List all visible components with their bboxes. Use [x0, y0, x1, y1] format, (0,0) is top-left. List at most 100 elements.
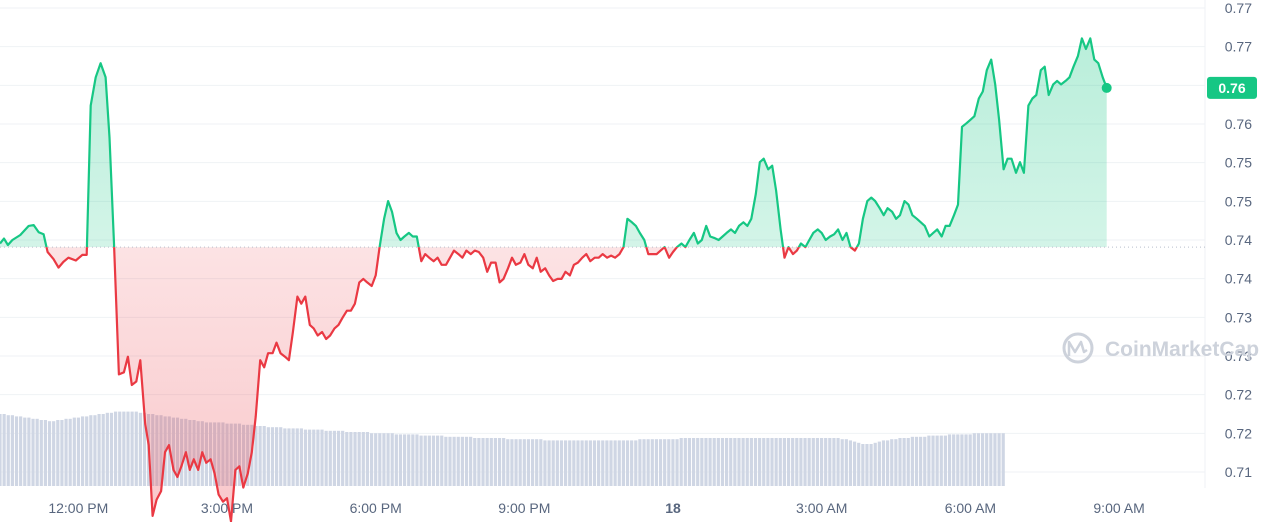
y-tick-label: 0.75	[1225, 193, 1252, 209]
volume-bar	[630, 440, 634, 486]
current-price-label: 0.76	[1218, 80, 1245, 96]
volume-bar	[345, 432, 349, 486]
volume-bar	[390, 433, 394, 486]
volume-bar	[291, 428, 295, 486]
x-tick-label: 18	[665, 500, 681, 516]
area-below-baseline	[0, 247, 1107, 522]
price-line-down	[45, 247, 859, 522]
volume-bar	[704, 438, 708, 486]
volume-bar	[716, 438, 720, 486]
volume-bar	[939, 435, 943, 486]
x-tick-label: 3:00 PM	[201, 500, 253, 516]
volume-bar	[328, 430, 332, 486]
volume-bar	[663, 439, 667, 486]
volume-bar	[836, 438, 840, 486]
volume-bar	[786, 438, 791, 486]
volume-bar	[712, 438, 716, 486]
volume-bar	[518, 439, 522, 486]
volume-bar	[460, 436, 464, 486]
y-tick-label: 0.73	[1225, 309, 1252, 325]
volume-bar	[270, 427, 275, 486]
volume-bar	[770, 438, 774, 486]
volume-bar	[972, 433, 976, 486]
volume-bar	[522, 439, 526, 486]
volume-bar	[266, 427, 270, 486]
volume-bar	[852, 441, 857, 486]
volume-bar	[312, 429, 316, 486]
volume-bar	[43, 420, 48, 486]
volume-bar	[31, 418, 35, 486]
volume-bar	[477, 438, 481, 486]
volume-bar	[374, 433, 378, 486]
volume-bar	[456, 436, 460, 486]
volume-bar	[762, 438, 766, 486]
volume-bar	[320, 429, 324, 486]
volume-bar	[989, 433, 993, 486]
volume-bar	[737, 438, 741, 486]
coinmarketcap-logo-mark	[1067, 340, 1088, 356]
volume-bar	[960, 434, 964, 486]
volume-bar	[316, 429, 320, 486]
coinmarketcap-logo-icon	[1062, 332, 1094, 364]
current-price-badge	[1207, 76, 1257, 99]
volume-bar	[386, 433, 390, 486]
volume-bar	[638, 439, 642, 486]
volume-bar	[778, 438, 782, 486]
volume-bar	[650, 439, 654, 486]
volume-bar	[2, 414, 6, 486]
volume-bar	[774, 438, 778, 486]
volume-bar	[943, 435, 948, 486]
volume-bar	[997, 433, 1001, 486]
volume-bar	[572, 440, 576, 486]
volume-bar	[299, 428, 303, 486]
volume-bar	[588, 440, 592, 486]
volume-bar	[378, 433, 382, 486]
volume-bar	[130, 411, 134, 486]
price-line-up	[0, 37, 1108, 248]
volume-bar	[799, 438, 803, 486]
volume-bar	[23, 417, 27, 486]
volume-bar	[109, 412, 114, 486]
volume-bar	[696, 438, 700, 486]
volume-bar	[113, 411, 118, 486]
volume-bar	[592, 440, 597, 486]
volume-bar	[733, 438, 737, 486]
volume-bar	[782, 438, 786, 486]
y-axis: 0.71 0.72 0.72 0.73 0.73 0.74 0.74 0.75 0.75 0.76…	[1225, 0, 1252, 480]
volume-bar	[791, 438, 795, 486]
volume-bar	[906, 438, 910, 486]
x-tick-label: 12:00 PM	[48, 500, 108, 516]
volume-bar	[828, 438, 832, 486]
y-tick-label: 0.76	[1225, 116, 1252, 132]
volume-bar	[902, 438, 906, 486]
volume-bar	[725, 438, 729, 486]
volume-bar	[873, 442, 877, 486]
volume-bar	[514, 439, 518, 486]
volume-bar	[349, 432, 353, 486]
volume-bar	[407, 434, 411, 486]
volume-bar	[539, 439, 543, 486]
volume-bar	[890, 439, 894, 486]
volume-bar	[923, 436, 927, 486]
volume-bar	[341, 430, 345, 486]
y-tick-label: 0.75	[1225, 155, 1252, 171]
volume-bar	[547, 440, 551, 486]
volume-bar	[613, 440, 617, 486]
volume-bar	[877, 441, 881, 486]
volume-bar	[411, 434, 415, 486]
volume-bar	[398, 434, 403, 486]
volume-bar	[440, 435, 444, 486]
volume-bar	[832, 438, 836, 486]
volume-bar	[97, 414, 101, 486]
volume-bar	[452, 436, 456, 486]
volume-bar	[700, 438, 704, 486]
volume-bar	[415, 434, 419, 486]
volume-bar	[646, 439, 650, 486]
volume-bar	[295, 428, 299, 486]
volume-bar	[14, 416, 19, 486]
volume-bar	[824, 438, 828, 486]
volume-bar	[126, 411, 130, 486]
watermark-text: CoinMarketCap	[1105, 338, 1259, 361]
volume-bar	[56, 420, 60, 486]
